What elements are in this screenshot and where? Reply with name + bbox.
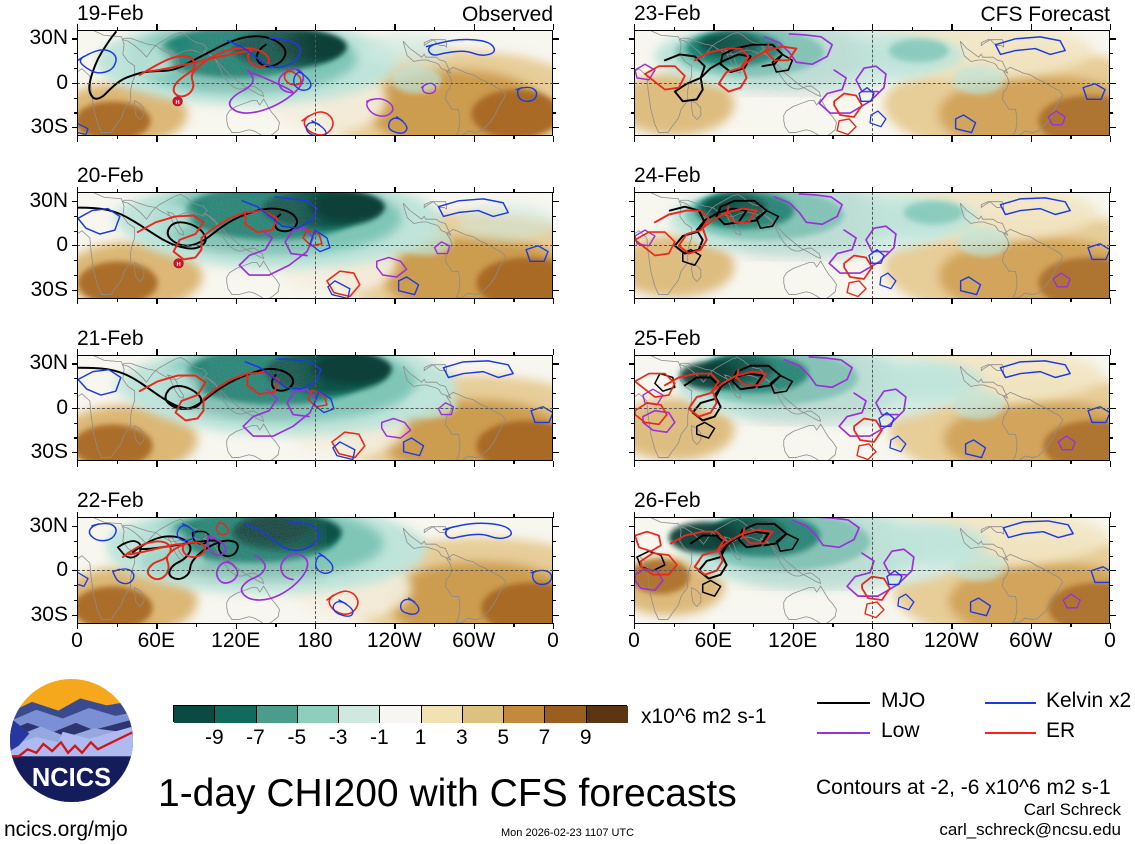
svg-text:NCICS: NCICS — [32, 764, 111, 792]
svg-text:H: H — [175, 100, 179, 106]
svg-text:H: H — [176, 262, 180, 268]
